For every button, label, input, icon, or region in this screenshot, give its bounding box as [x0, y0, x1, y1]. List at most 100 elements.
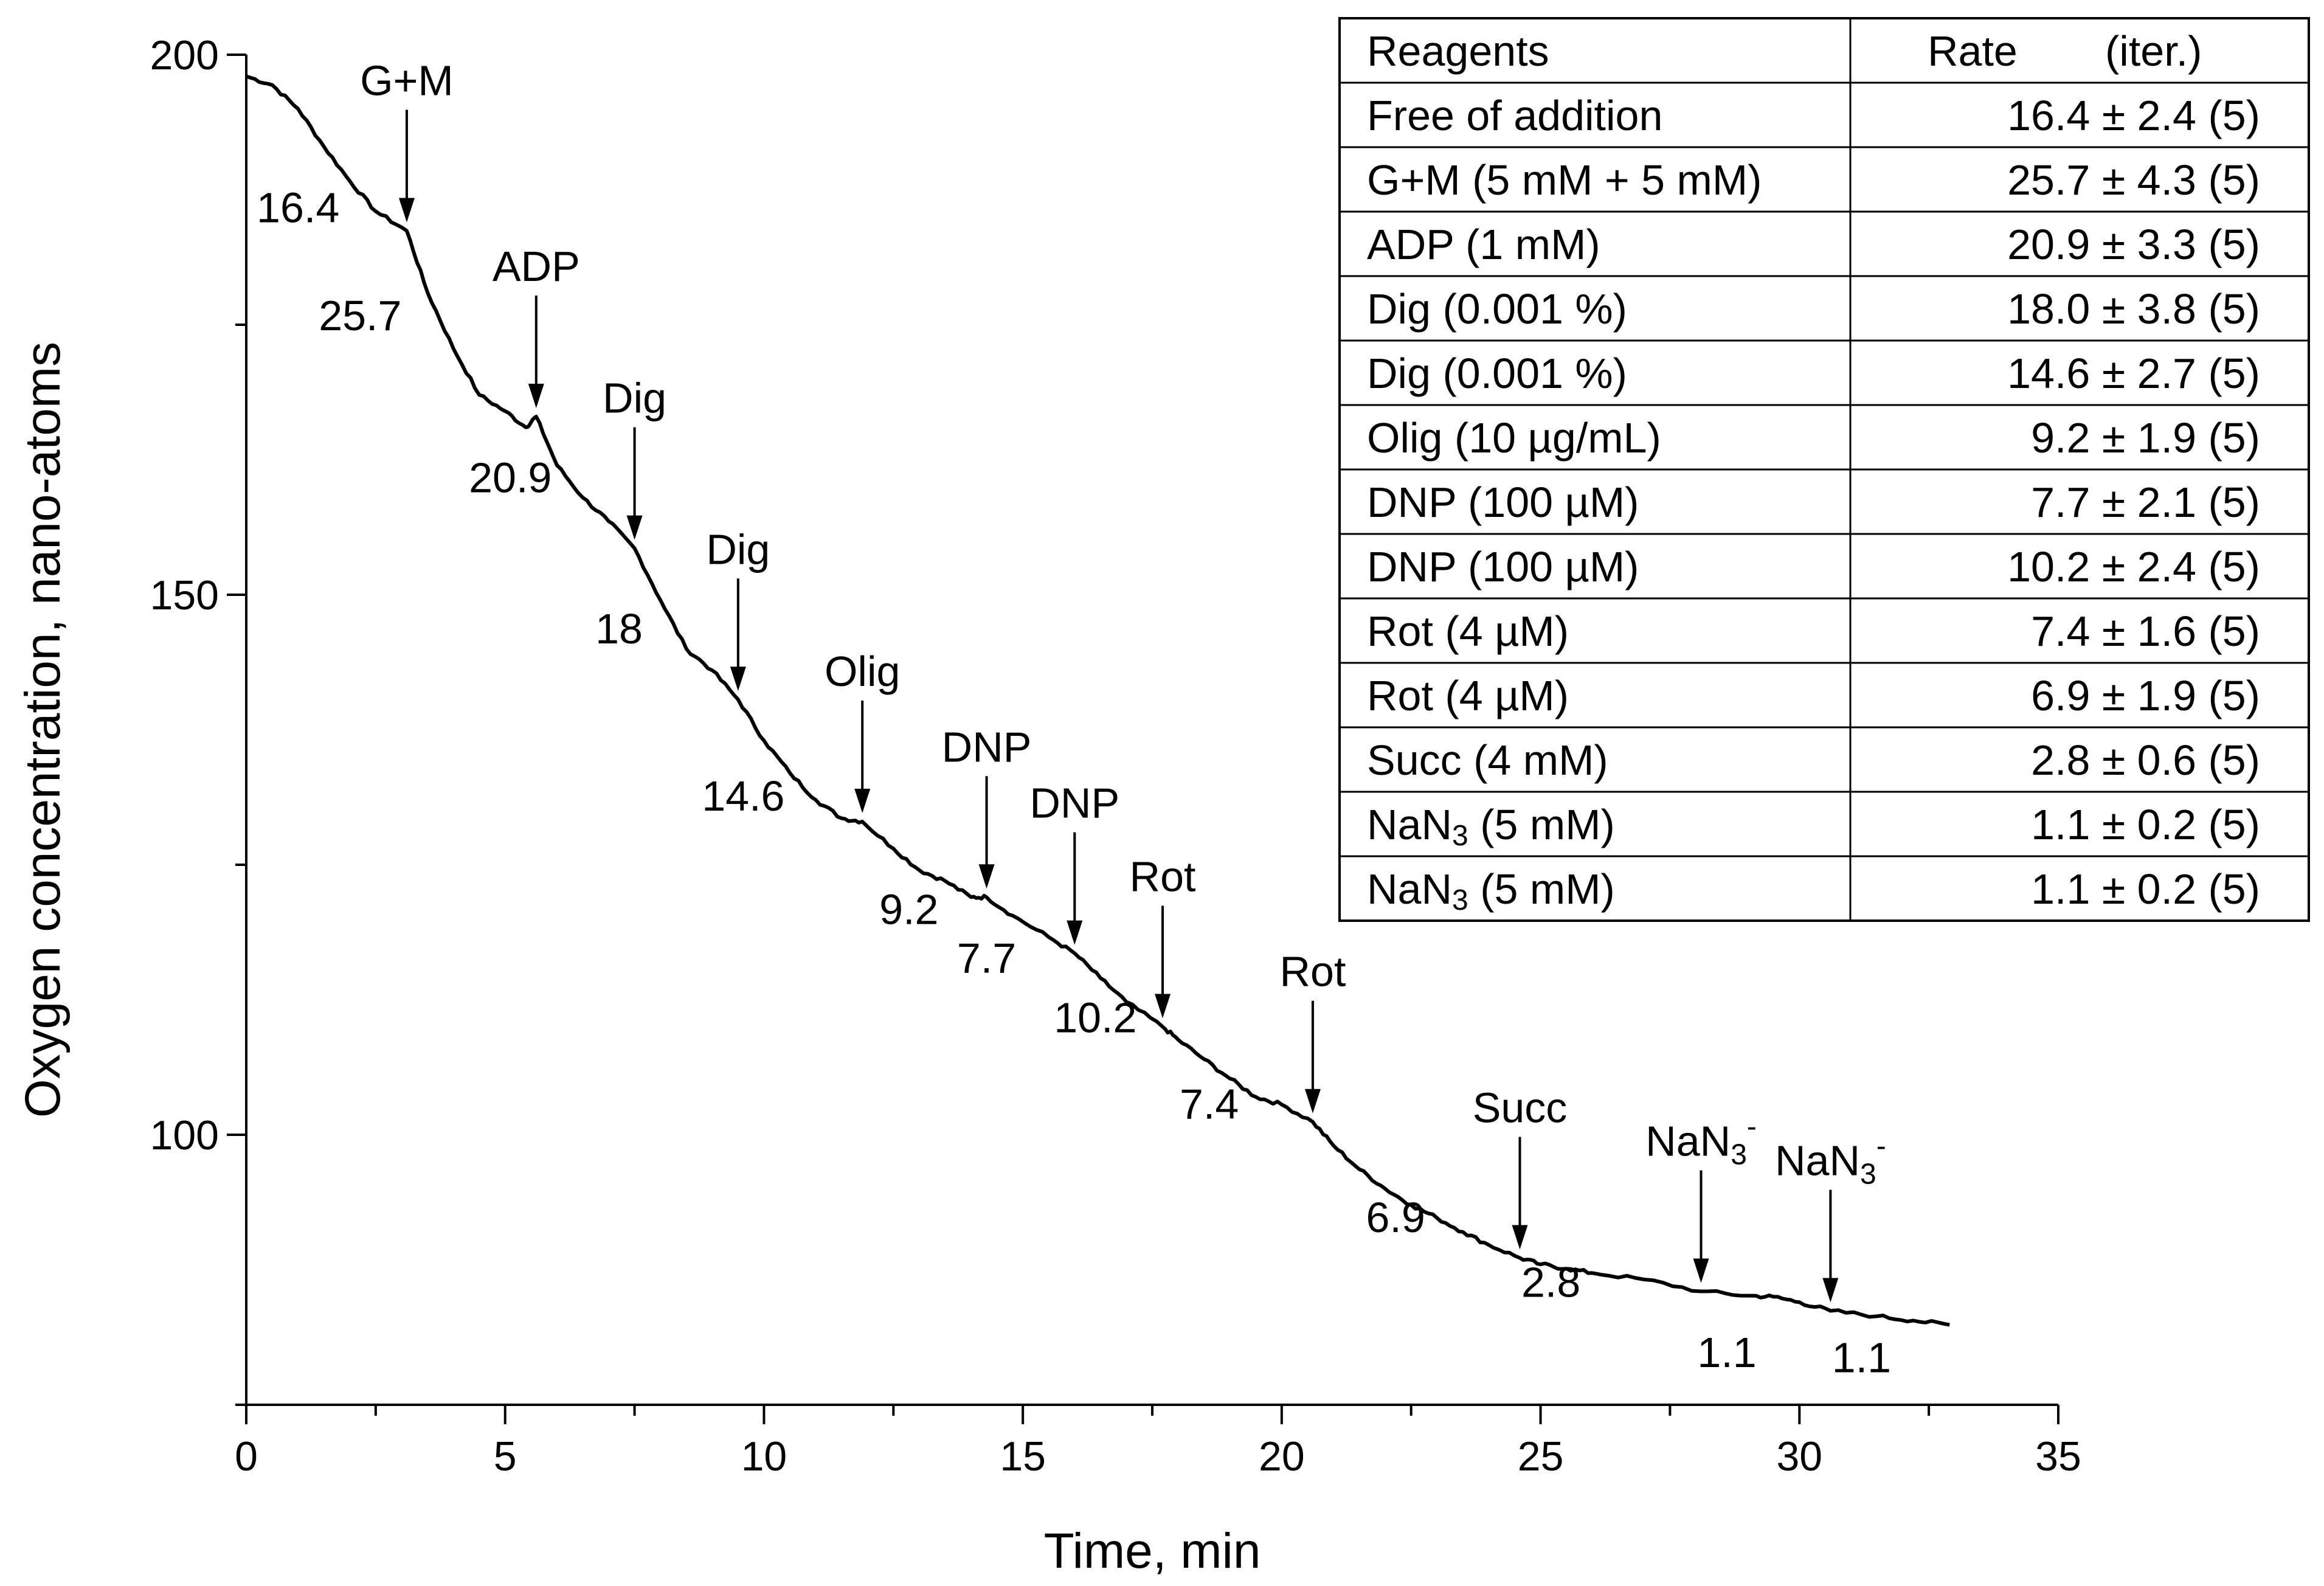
table-header-reagents: Reagents: [1367, 27, 1549, 75]
annotation-label-text: Dig: [603, 375, 666, 422]
table-cell-reagent: G+M (5 mM + 5 mM): [1367, 156, 1762, 204]
table-header-rate: Rate: [1928, 27, 2018, 75]
rate-label: 16.4: [257, 184, 339, 231]
y-tick-label: 100: [150, 1112, 219, 1158]
table-cell-reagent-text: Free of addition: [1367, 92, 1662, 139]
table-cell-reagent-text: Olig (10 µg/mL): [1367, 414, 1661, 462]
annotation-label: Succ: [1473, 1084, 1568, 1131]
annotation-arrow-head: [626, 515, 643, 540]
table-cell-reagent-text: Dig (0.001 %): [1367, 350, 1627, 397]
annotation-label-sub: 3: [1731, 1139, 1747, 1171]
table-cell-reagent-text: Rot (4 µM): [1367, 608, 1569, 655]
x-tick-label: 35: [2035, 1433, 2081, 1480]
rates-table: Reagents Rate (iter.) Free of addition 16.4 …: [1338, 17, 2310, 922]
y-tick-label: 200: [150, 32, 219, 78]
table-cell-reagent-text: Rot (4 µM): [1367, 672, 1569, 719]
table-cell-rate: 10.2 ± 2.4 (5): [2007, 543, 2260, 590]
rate-label: 6.9: [1366, 1194, 1425, 1241]
annotation-label: DNP: [1029, 780, 1119, 827]
table-cell-reagent-text: Succ (4 mM): [1367, 736, 1608, 784]
table-cell-rate: 6.9 ± 1.9 (5): [2031, 672, 2260, 719]
table-cell-reagent-text: Dig (0.001 %): [1367, 285, 1627, 333]
table-cell-rate: 2.8 ± 0.6 (5): [2031, 736, 2260, 784]
annotation-label: Olig: [825, 648, 900, 695]
series-layer: [246, 74, 1950, 1327]
annotations-layer: G+MADPDigDigOligDNPDNPRotRotSuccNaN3-NaN…: [360, 57, 1886, 1303]
table-cell-rate: 9.2 ± 1.9 (5): [2031, 414, 2260, 462]
annotation-label-sup: -: [1747, 1111, 1757, 1143]
annotation-arrow-head: [398, 198, 415, 223]
annotation-label: G+M: [360, 57, 454, 104]
table-cell-reagent-rest: (5 mM): [1468, 801, 1615, 848]
rate-labels-layer: 16.4 25.7 20.9 18 14.6 9.2 7.7 10.2 7.4 6.9 2.8 1.1…: [257, 184, 1891, 1381]
annotation-arrow-head: [1693, 1258, 1709, 1283]
rate-label: 10.2: [1054, 994, 1136, 1041]
table-cell-rate: 16.4 ± 2.4 (5): [2007, 92, 2260, 139]
rate-label: 20.9: [469, 454, 552, 501]
annotation-label-sup: -: [1876, 1130, 1886, 1162]
annotation-label: Dig: [706, 525, 770, 573]
annotation-arrow-head: [730, 667, 746, 691]
x-tick-label: 10: [741, 1433, 787, 1480]
table-cell-reagent-text: G+M (5 mM + 5 mM): [1367, 156, 1762, 204]
annotation-arrow-head: [528, 383, 544, 408]
annotation-label-text: NaN: [1775, 1137, 1860, 1184]
annotation-label-text: DNP: [1029, 780, 1119, 827]
rate-label: 9.2: [879, 886, 938, 933]
annotation-arrow-head: [1155, 994, 1171, 1019]
table-cell-reagent: DNP (100 µM): [1367, 543, 1639, 590]
annotation-label-sub: 3: [1860, 1158, 1876, 1190]
rate-label: 18: [595, 605, 643, 653]
table-cell-reagent: Free of addition: [1367, 92, 1662, 139]
table-cell-reagent-text: NaN: [1367, 801, 1452, 848]
annotation-arrow-head: [1304, 1089, 1321, 1113]
table-cell-rate: 1.1 ± 0.2 (5): [2031, 801, 2260, 848]
table-cell-reagent-text: DNP (100 µM): [1367, 543, 1639, 590]
rate-label: 1.1: [1697, 1329, 1756, 1376]
x-tick-label: 30: [1776, 1433, 1822, 1480]
annotation-label-text: G+M: [360, 57, 454, 104]
annotation-label: DNP: [942, 723, 1032, 770]
x-tick-label: 20: [1259, 1433, 1305, 1480]
table-cell-reagent: ADP (1 mM): [1367, 221, 1600, 268]
annotation-label-text: NaN: [1645, 1118, 1731, 1165]
table-cell-rate: 1.1 ± 0.2 (5): [2031, 865, 2260, 913]
table-cell-reagent-rest: (5 mM): [1468, 865, 1615, 913]
annotation-label: Rot: [1279, 948, 1346, 996]
table-cell-rate: 14.6 ± 2.7 (5): [2007, 350, 2260, 397]
table-cell-reagent: Rot (4 µM): [1367, 608, 1569, 655]
annotation-label: ADP: [493, 243, 580, 290]
annotation-arrow-head: [978, 864, 995, 889]
table-cell-reagent-sub: 3: [1452, 884, 1468, 916]
annotation-label: Rot: [1130, 853, 1196, 900]
series-line-oxygen: [246, 74, 1950, 1327]
table-cell-rate: 7.4 ± 1.6 (5): [2031, 608, 2260, 655]
annotation-label: Dig: [603, 375, 666, 422]
table-cell-reagent: Succ (4 mM): [1367, 736, 1608, 784]
rate-label: 7.4: [1180, 1080, 1239, 1127]
table-cell-reagent: Rot (4 µM): [1367, 672, 1569, 719]
annotation-arrow-head: [1067, 920, 1083, 945]
table-cell-reagent-text: NaN: [1367, 865, 1452, 913]
table-cell-reagent-text: ADP (1 mM): [1367, 221, 1600, 268]
x-axis-title: Time, min: [1044, 1523, 1261, 1579]
annotation-label-text: Rot: [1279, 948, 1346, 996]
table-cell-reagent: Olig (10 µg/mL): [1367, 414, 1661, 462]
x-tick-label: 5: [494, 1433, 517, 1480]
x-tick-label: 0: [235, 1433, 258, 1480]
table-cell-reagent-sub: 3: [1452, 820, 1468, 852]
table-header-iter: (iter.): [2105, 27, 2202, 75]
table-cell-rate: 20.9 ± 3.3 (5): [2007, 221, 2260, 268]
table-cell-reagent: DNP (100 µM): [1367, 479, 1639, 526]
annotation-label-text: Olig: [825, 648, 900, 695]
table-cell-reagent: NaN3 (5 mM): [1367, 865, 1615, 916]
annotation-label-text: Rot: [1130, 853, 1196, 900]
annotation-label-text: DNP: [942, 723, 1032, 770]
y-axis-title: Oxygen concentration, nano-atoms: [15, 342, 71, 1118]
annotation-arrow-head: [1512, 1225, 1528, 1250]
rate-label: 14.6: [702, 772, 784, 820]
annotation-label-text: Succ: [1473, 1084, 1568, 1131]
table-cell-reagent-text: DNP (100 µM): [1367, 479, 1639, 526]
table-cell-rate: 25.7 ± 4.3 (5): [2007, 156, 2260, 204]
table-cell-reagent: Dig (0.001 %): [1367, 350, 1627, 397]
